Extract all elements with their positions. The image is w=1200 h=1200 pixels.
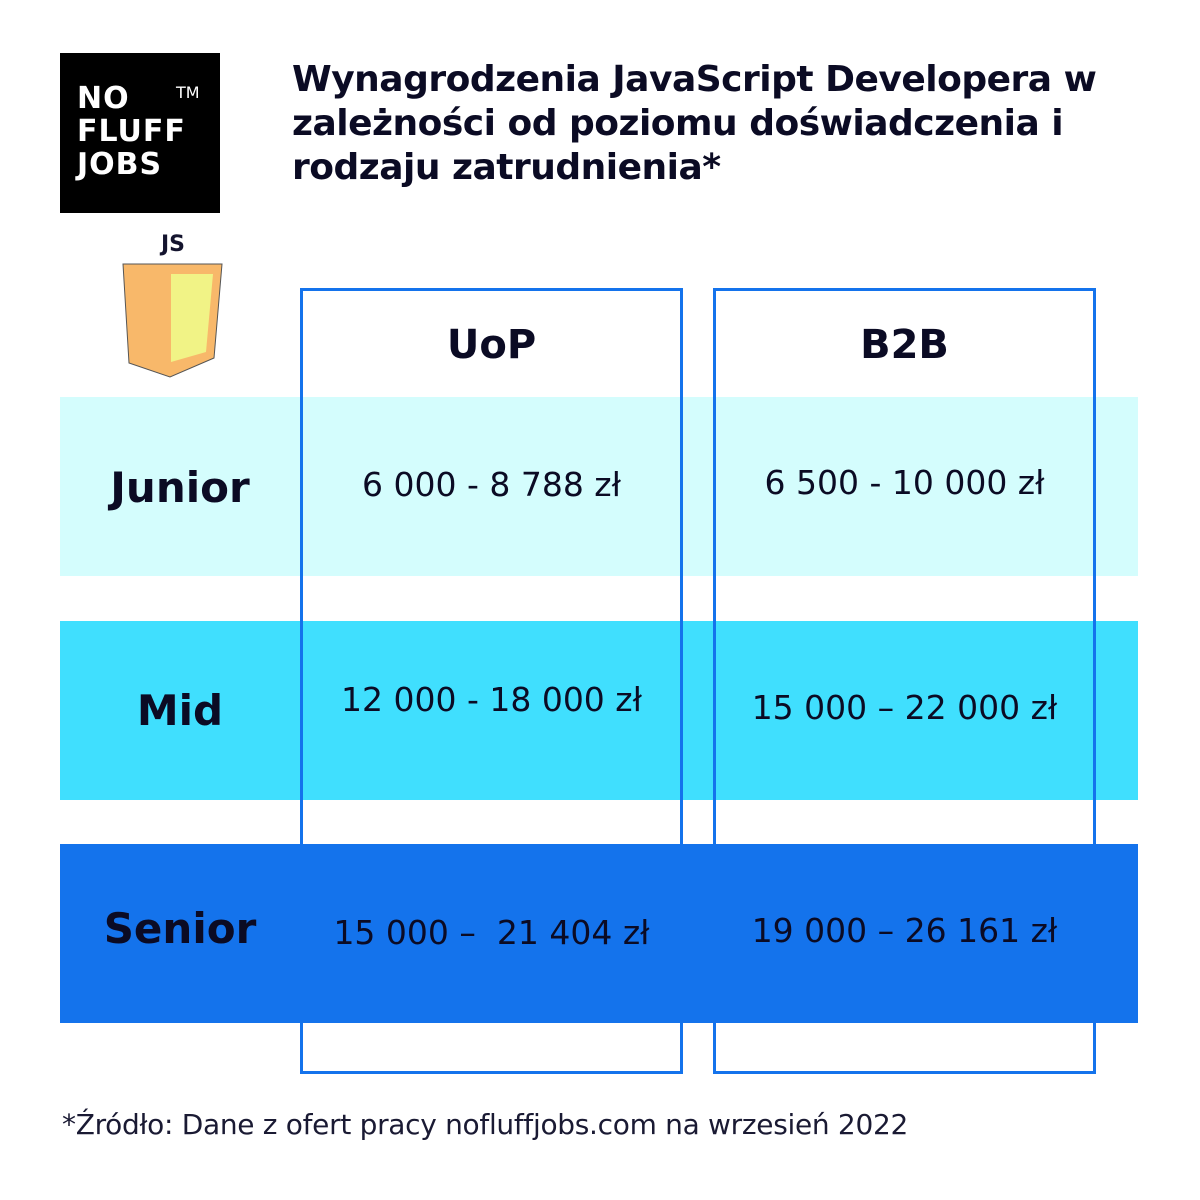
row-band-junior	[60, 397, 1138, 576]
cell-mid-uop: 12 000 - 18 000 zł	[340, 680, 642, 719]
cell-senior-b2b: 19 000 – 26 161 zł	[751, 911, 1058, 950]
column-header-uop: UoP	[446, 322, 537, 368]
row-band-senior	[60, 844, 1138, 1023]
javascript-badge: JS	[120, 232, 226, 378]
cell-mid-b2b: 15 000 – 22 000 zł	[751, 688, 1058, 727]
js-shield-icon	[122, 263, 223, 378]
cell-senior-uop: 15 000 – 21 404 zł	[333, 913, 650, 952]
logo-line-fluff: FLUFF	[77, 114, 186, 149]
logo-line-jobs: JOBS	[77, 147, 163, 182]
column-header-b2b: B2B	[860, 322, 949, 368]
row-band-mid	[60, 621, 1138, 800]
column-outline-uop	[300, 288, 683, 1074]
row-label-junior: Junior	[110, 463, 250, 512]
no-fluff-jobs-logo: NO FLUFF JOBS TM	[60, 53, 220, 213]
cell-junior-b2b: 6 500 - 10 000 zł	[764, 463, 1045, 502]
trademark-symbol: TM	[176, 83, 200, 102]
js-label: JS	[160, 232, 186, 257]
row-label-senior: Senior	[103, 904, 257, 953]
source-footnote: *Źródło: Dane z ofert pracy nofluffjobs.…	[62, 1108, 908, 1141]
page-title: Wynagrodzenia JavaScript Developera w za…	[292, 59, 1097, 188]
cell-junior-uop: 6 000 - 8 788 zł	[361, 465, 622, 504]
column-outline-b2b	[713, 288, 1096, 1074]
logo-line-no: NO	[77, 81, 130, 116]
row-label-mid: Mid	[136, 686, 224, 735]
